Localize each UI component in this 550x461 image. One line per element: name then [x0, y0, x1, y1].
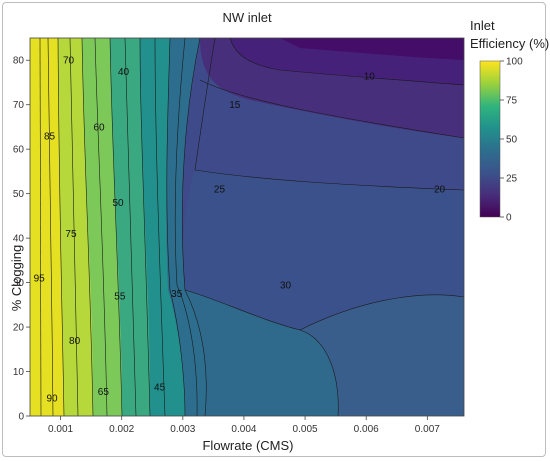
y-tick-label: 20	[13, 323, 25, 334]
contour-label: 70	[63, 56, 75, 67]
contour-label: 55	[114, 291, 126, 302]
y-tick-label: 0	[18, 412, 24, 423]
y-axis: 0 10 20 30 40 50 60 70 80	[13, 56, 30, 423]
contour-label: 90	[46, 394, 58, 405]
contour-label: 15	[229, 100, 241, 111]
colorbar-gradient	[479, 60, 501, 218]
contour-label: 20	[434, 185, 446, 196]
plot-border	[29, 37, 465, 417]
x-tick-label: 0.002	[109, 424, 134, 435]
contour-label: 80	[69, 336, 81, 347]
x-tick-label: 0.003	[170, 424, 195, 435]
x-tick-label: 0.001	[48, 424, 73, 435]
x-tick-label: 0.007	[415, 424, 440, 435]
y-tick-label: 50	[13, 189, 25, 200]
y-tick-label: 30	[13, 278, 25, 289]
contour-label: 60	[94, 122, 106, 133]
colorbar-tick-label: 25	[506, 174, 518, 185]
contour-label: 75	[65, 229, 77, 240]
contour-fill	[30, 38, 464, 416]
x-axis: 0.001 0.002 0.003 0.004 0.005 0.006 0.007	[48, 416, 440, 435]
contour-label: 85	[44, 131, 56, 142]
x-tick-label: 0.004	[231, 424, 256, 435]
contour-label: 35	[171, 289, 183, 300]
contour-label: 50	[112, 198, 124, 209]
contour-label: 25	[214, 185, 226, 196]
contour-label-group: 70 40 10 15 85 60 25 20 50 75 95 35 30 55 80 45 65 90	[34, 56, 446, 405]
contour-label: 45	[154, 383, 166, 394]
contour-label: 65	[98, 387, 110, 398]
colorbar-tick-label: 100	[506, 57, 523, 68]
contour-lines	[39, 38, 464, 416]
y-tick-label: 80	[13, 56, 25, 67]
contour-label: 30	[280, 280, 292, 291]
x-tick-label: 0.005	[293, 424, 318, 435]
chart-frame	[2, 2, 546, 457]
colorbar-tick-label: 75	[506, 96, 518, 107]
colorbar-ticks: 100 75 50 25 0	[500, 57, 523, 224]
contour-label: 10	[364, 71, 376, 82]
y-tick-label: 70	[13, 100, 25, 111]
colorbar-tick-label: 50	[506, 135, 518, 146]
colorbar-title-line-2: Efficiency (%)	[470, 36, 549, 51]
chart-title: NW inlet	[222, 10, 272, 25]
contour-label: 40	[118, 67, 130, 78]
colorbar-tick-label: 0	[506, 213, 512, 224]
y-tick-label: 60	[13, 145, 25, 156]
x-tick-label: 0.006	[354, 424, 379, 435]
x-axis-label: Flowrate (CMS)	[202, 438, 293, 453]
y-tick-label: 10	[13, 367, 25, 378]
colorbar-title-line-1: Inlet	[470, 18, 495, 33]
contour-label: 95	[34, 274, 46, 285]
y-tick-label: 40	[13, 234, 25, 245]
colorbar: Inlet Efficiency (%) 100 75 50 25 0	[470, 18, 549, 224]
y-axis-label: % Clogging	[9, 245, 24, 312]
